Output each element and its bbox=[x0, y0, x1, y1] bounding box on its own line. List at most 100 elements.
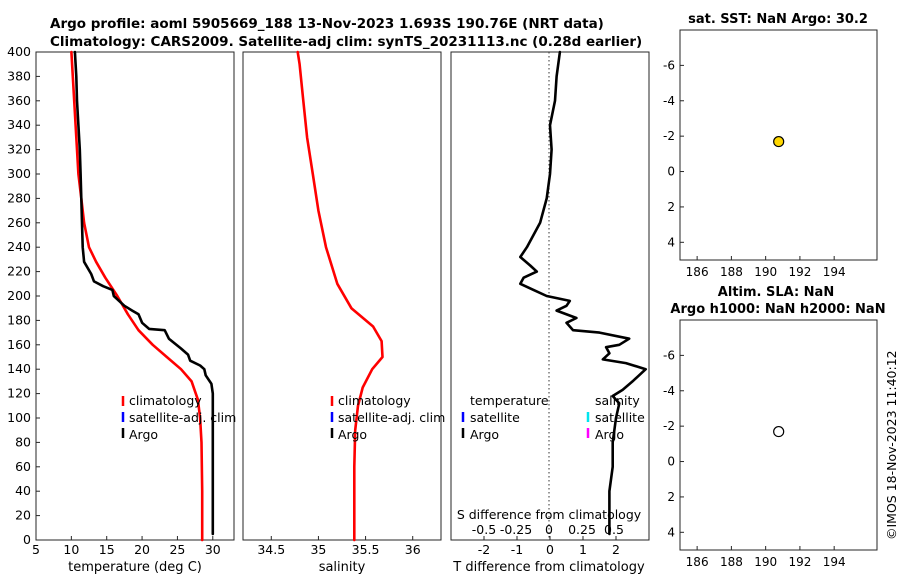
x-tick-label: 25 bbox=[169, 542, 185, 557]
top-tick-label: 0.25 bbox=[568, 522, 596, 537]
x-tick-label: 194 bbox=[823, 555, 846, 569]
top-tick-label: -0.5 bbox=[472, 522, 496, 537]
x-tick-label: 35 bbox=[310, 542, 326, 557]
figure-title-line2: Climatology: CARS2009. Satellite-adj cli… bbox=[50, 34, 642, 50]
sla-panel: Altim. SLA: NaN Argo h1000: NaN h2000: N… bbox=[663, 285, 886, 569]
x-tick-label: 186 bbox=[686, 265, 709, 279]
difference-top-xlabel: S difference from climatology bbox=[457, 507, 642, 522]
x-tick-label: 192 bbox=[788, 555, 811, 569]
y-tick-label: 0 bbox=[667, 455, 675, 469]
difference-top-ticks: -0.5 -0.25 0 0.25 0.5 bbox=[472, 522, 624, 537]
x-tick-label: 10 bbox=[63, 542, 79, 557]
y-tick-label: 280 bbox=[7, 190, 31, 205]
temperature-legend: climatology satellite-adj. clim Argo bbox=[121, 393, 236, 442]
legend-label-argo: Argo bbox=[129, 427, 158, 442]
y-tick-label: 0 bbox=[23, 532, 31, 547]
legend-label-satellite-adj: satellite-adj. clim bbox=[129, 410, 236, 425]
top-tick-label: 0.5 bbox=[604, 522, 624, 537]
x-tick-label: 5 bbox=[32, 542, 40, 557]
legend-label-satellite: satellite bbox=[595, 410, 645, 425]
x-tick-label: 194 bbox=[823, 265, 846, 279]
x-tick-label: -1 bbox=[511, 542, 523, 557]
salinity-legend: climatology satellite-adj. clim Argo bbox=[330, 393, 445, 442]
y-tick-label: 380 bbox=[7, 68, 31, 83]
y-tick-label: 120 bbox=[7, 386, 31, 401]
y-tick-label: 40 bbox=[15, 483, 31, 498]
y-tick-label: 180 bbox=[7, 312, 31, 327]
y-tick-label: 20 bbox=[15, 508, 31, 523]
sst-panel: sat. SST: NaN Argo: 30.2 4 2 0 -2 -4 -6 186 188… bbox=[663, 12, 878, 279]
sst-title: sat. SST: NaN Argo: 30.2 bbox=[688, 12, 868, 27]
legend-label-argo: Argo bbox=[470, 427, 499, 442]
y-tick-label: 400 bbox=[7, 44, 31, 59]
x-tick-label: 190 bbox=[754, 265, 777, 279]
y-tick-label: 320 bbox=[7, 142, 31, 157]
x-tick-label: 188 bbox=[720, 265, 743, 279]
temperature-panel: 0 20 40 60 80 100 120 140 160 180 200 220 240 260 280 3… bbox=[7, 44, 236, 575]
x-tick-label: 186 bbox=[686, 555, 709, 569]
y-tick-label: 140 bbox=[7, 361, 31, 376]
y-tick-label: 2 bbox=[667, 490, 675, 504]
series-line-climatology bbox=[70, 50, 204, 542]
salinity-axes-box bbox=[242, 51, 442, 541]
x-tick-label: 15 bbox=[99, 542, 115, 557]
series-line-argo bbox=[73, 50, 215, 536]
top-tick-label: 0 bbox=[545, 522, 553, 537]
y-tick-label: 200 bbox=[7, 288, 31, 303]
x-tick-label: 192 bbox=[788, 265, 811, 279]
x-tick-label: 34.5 bbox=[257, 542, 285, 557]
imos-timestamp: ©IMOS 18-Nov-2023 11:40:12 bbox=[884, 350, 899, 540]
y-tick-label: -4 bbox=[663, 384, 675, 398]
x-tick-label: 35.5 bbox=[352, 542, 380, 557]
legend-label-climatology: climatology bbox=[338, 393, 411, 408]
series-line-climatology bbox=[296, 50, 384, 542]
figure-title-line1: Argo profile: aoml 5905669_188 13-Nov-20… bbox=[50, 16, 604, 32]
difference-panel: -2 -1 0 1 2 T difference from climatology S … bbox=[450, 50, 650, 575]
x-tick-label: 188 bbox=[720, 555, 743, 569]
y-tick-label: 160 bbox=[7, 337, 31, 352]
sla-title-line1: Altim. SLA: NaN bbox=[718, 285, 834, 300]
salinity-xlabel: salinity bbox=[319, 560, 366, 575]
y-tick-label: -6 bbox=[663, 58, 675, 72]
y-tick-label: -4 bbox=[663, 94, 675, 108]
top-tick-label: -0.25 bbox=[500, 522, 532, 537]
y-tick-label: 360 bbox=[7, 93, 31, 108]
y-tick-label: -2 bbox=[663, 129, 675, 143]
legend-label-argo: Argo bbox=[595, 427, 624, 442]
y-tick-label: 100 bbox=[7, 410, 31, 425]
x-tick-label: 1 bbox=[579, 542, 587, 557]
y-tick-label: 220 bbox=[7, 264, 31, 279]
temperature-axes-box bbox=[35, 51, 235, 541]
y-tick-label: 260 bbox=[7, 215, 31, 230]
y-tick-label: 2 bbox=[667, 200, 675, 214]
legend-label-satellite-adj: satellite-adj. clim bbox=[338, 410, 445, 425]
legend-title-temperature: temperature bbox=[470, 393, 549, 408]
y-tick-label: 60 bbox=[15, 459, 31, 474]
legend-label-argo: Argo bbox=[338, 427, 367, 442]
x-tick-label: 190 bbox=[754, 555, 777, 569]
data-point bbox=[773, 425, 785, 438]
legend-title-salinity: salinity bbox=[595, 393, 640, 408]
y-tick-label: -2 bbox=[663, 419, 675, 433]
x-tick-label: 36 bbox=[405, 542, 421, 557]
y-tick-label: 0 bbox=[667, 165, 675, 179]
temperature-xlabel: temperature (deg C) bbox=[68, 560, 202, 575]
x-tick-label: 0 bbox=[546, 542, 554, 557]
y-tick-label: 80 bbox=[15, 434, 31, 449]
y-tick-label: 240 bbox=[7, 239, 31, 254]
x-tick-label: 2 bbox=[612, 542, 620, 557]
y-tick-label: 300 bbox=[7, 166, 31, 181]
legend-label-climatology: climatology bbox=[129, 393, 202, 408]
series-line-argo-t-difference bbox=[519, 50, 647, 536]
difference-legend-temperature: temperature satellite Argo bbox=[461, 393, 549, 442]
y-tick-label: 340 bbox=[7, 117, 31, 132]
legend-label-satellite: satellite bbox=[470, 410, 520, 425]
x-tick-label: 20 bbox=[134, 542, 150, 557]
sla-title-line2: Argo h1000: NaN h2000: NaN bbox=[670, 302, 885, 317]
data-point bbox=[773, 135, 785, 148]
difference-legend-salinity: salinity satellite Argo bbox=[586, 393, 645, 442]
y-tick-label: 4 bbox=[667, 235, 675, 249]
y-tick-label: -6 bbox=[663, 348, 675, 362]
x-tick-label: 30 bbox=[205, 542, 221, 557]
